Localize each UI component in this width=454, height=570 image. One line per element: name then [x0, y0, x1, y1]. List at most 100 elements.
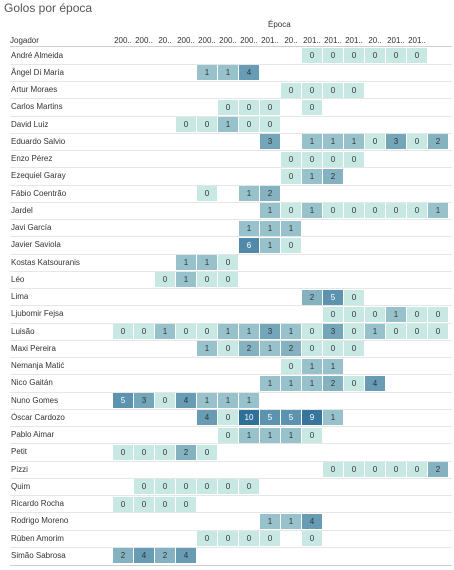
column-label: 20.. — [158, 36, 172, 45]
heat-cell: 1 — [281, 513, 301, 529]
heatmap-row: Eduardo Salvio 3 1 1 1 0 3 0 2 — [0, 133, 454, 151]
heatmap-row: Nemanja Matić 0 1 1 — [0, 358, 454, 376]
heatmap-row: Ângel Di María 1 1 4 — [0, 64, 454, 82]
heat-cell: 1 — [386, 306, 406, 322]
heat-cell: 0 — [155, 444, 175, 460]
heat-cell: 1 — [260, 427, 280, 443]
heat-cell: 3 — [323, 324, 343, 340]
heat-cell: 0 — [407, 324, 427, 340]
row-label: Rodrigo Moreno — [11, 516, 69, 526]
heat-cell: 0 — [134, 479, 154, 495]
row-divider — [10, 460, 452, 462]
heat-cell: 1 — [239, 393, 259, 409]
heat-cell: 0 — [302, 531, 322, 547]
row-label: Pablo Aimar — [11, 430, 55, 440]
heat-cell: 1 — [218, 393, 238, 409]
heat-cell: 4 — [365, 375, 385, 391]
heat-cell: 1 — [281, 427, 301, 443]
row-divider — [10, 150, 452, 151]
heatmap-row: Ezequiel Garay 0 1 2 — [0, 168, 454, 186]
heat-cell: 0 — [113, 444, 133, 460]
heatmap-row: Rúben Amorim 0 0 0 0 0 — [0, 530, 454, 548]
heat-cell: 1 — [176, 255, 196, 271]
row-divider — [10, 339, 452, 341]
heat-cell: 0 — [176, 324, 196, 340]
heatmap-row: André Almeida 0 0 0 0 0 0 — [0, 47, 454, 65]
heat-cell: 0 — [218, 427, 238, 443]
heat-cell: 1 — [218, 117, 238, 133]
column-label: 200.. — [240, 36, 258, 45]
heat-cell: 0 — [365, 48, 385, 64]
row-divider — [10, 391, 452, 393]
heatmap-row: Nuno Gomes 5 3 0 4 1 1 1 — [0, 392, 454, 410]
heat-cell: 0 — [281, 151, 301, 167]
column-headers: 200.. 200.. 20.. 200.. 200.. 200.. 200.. 201.. 2… — [0, 36, 454, 46]
heat-cell: 0 — [386, 324, 406, 340]
heat-cell: 1 — [197, 65, 217, 81]
heat-cell: 0 — [281, 203, 301, 219]
heat-cell: 4 — [302, 513, 322, 529]
column-label: 201.. — [408, 36, 426, 45]
heat-cell: 1 — [260, 513, 280, 529]
header-divider — [10, 46, 452, 47]
heat-cell: 1 — [218, 65, 238, 81]
heatmap-row: Carlos Martins 0 0 0 0 — [0, 99, 454, 117]
heat-cell: 0 — [344, 151, 364, 167]
heat-cell: 4 — [197, 410, 217, 426]
row-divider — [10, 132, 452, 134]
heat-cell: 1 — [302, 375, 322, 391]
heat-cell: 2 — [281, 341, 301, 357]
heat-cell: 0 — [113, 324, 133, 340]
heat-cell: 3 — [386, 134, 406, 150]
heatmap-row: Ljubomir Fejsa 0 0 0 1 0 0 — [0, 306, 454, 324]
heat-cell: 2 — [302, 289, 322, 305]
heat-cell: 0 — [302, 48, 322, 64]
heat-cell: 2 — [113, 548, 133, 564]
row-label: Ricardo Rocha — [11, 499, 64, 509]
row-label: Ezequiel Garay — [11, 171, 66, 181]
heat-cell: 4 — [239, 65, 259, 81]
heatmap-row: Luisão 0 0 1 0 0 1 1 3 1 0 3 0 1 0 0 0 — [0, 323, 454, 341]
heat-cell: 1 — [302, 203, 322, 219]
column-label: 200.. — [177, 36, 195, 45]
heat-cell: 0 — [239, 479, 259, 495]
heat-cell: 2 — [428, 462, 448, 478]
row-divider — [10, 305, 452, 307]
column-label: 201.. — [387, 36, 405, 45]
heat-cell: 2 — [323, 168, 343, 184]
heat-cell: 1 — [260, 341, 280, 357]
heat-cell: 1 — [197, 393, 217, 409]
heat-cell: 0 — [260, 99, 280, 115]
column-label: 200.. — [198, 36, 216, 45]
heat-cell: 0 — [407, 462, 427, 478]
heat-cell: 0 — [302, 151, 322, 167]
heatmap-row: Kostas Katsouranis 1 1 0 — [0, 254, 454, 272]
heat-cell: 1 — [197, 255, 217, 271]
heat-cell: 6 — [239, 237, 259, 253]
heat-cell: 0 — [428, 324, 448, 340]
row-label: Carlos Martins — [11, 102, 63, 112]
heat-cell: 1 — [239, 186, 259, 202]
heat-cell: 0 — [365, 306, 385, 322]
heat-cell: 2 — [428, 134, 448, 150]
heat-cell: 2 — [239, 341, 259, 357]
heat-cell: 0 — [281, 237, 301, 253]
heat-cell: 1 — [281, 375, 301, 391]
heat-cell: 5 — [260, 410, 280, 426]
column-label: 201.. — [303, 36, 321, 45]
heat-cell: 0 — [407, 306, 427, 322]
heat-cell: 5 — [323, 289, 343, 305]
heat-cell: 0 — [407, 134, 427, 150]
heatmap-row: Simão Sabrosa 2 4 2 4 — [0, 547, 454, 564]
heat-cell: 0 — [155, 393, 175, 409]
heat-cell: 0 — [344, 375, 364, 391]
heat-cell: 0 — [428, 306, 448, 322]
heat-cell: 0 — [323, 341, 343, 357]
row-divider — [10, 236, 452, 238]
heat-cell: 1 — [323, 410, 343, 426]
heat-cell: 0 — [281, 168, 301, 184]
heat-cell: 0 — [323, 151, 343, 167]
heatmap-row: Léo 0 1 0 0 — [0, 271, 454, 289]
heat-cell: 0 — [218, 272, 238, 288]
column-label: 201.. — [261, 36, 279, 45]
